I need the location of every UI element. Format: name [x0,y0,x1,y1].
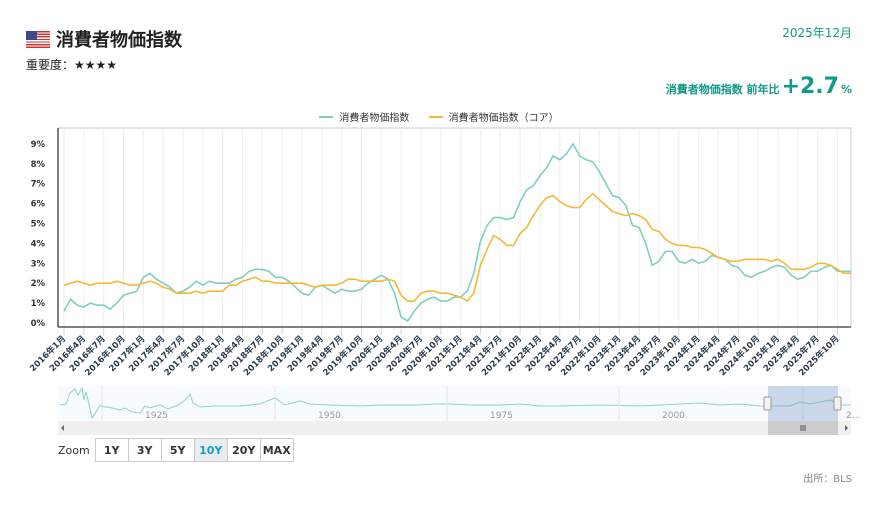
navigator-handle-left[interactable] [763,396,772,411]
y-tick-label: 6% [31,200,46,210]
y-tick-label: 1% [31,299,46,309]
source-note: 出所：BLS [803,474,852,485]
y-tick-label: 0% [31,319,46,329]
zoom-10y-button[interactable]: 10Y [193,438,228,462]
headline-unit: % [840,83,852,96]
line-chart: 2016年1月2016年4月2016年7月2016年10月2017年1月2017… [27,127,860,435]
zoom-1y-button[interactable]: 1Y [94,438,129,462]
importance-label: 重要度： [26,58,75,72]
headline-number: +2.7 [781,74,839,99]
chart-legend: 消費者物価指数 消費者物価指数（コア） [0,109,878,124]
page-title: 消費者物価指数 [26,26,182,52]
y-tick-label: 5% [31,220,46,230]
navigator-handle-right[interactable] [833,396,842,411]
scrollbar-track[interactable] [58,421,851,435]
headline-value: 消費者物価指数 前年比 +2.7 % [666,74,852,99]
navigator-label: 2... [846,411,860,421]
headline-label: 消費者物価指数 前年比 [665,83,780,96]
navigator: 1925 1950 1975 2000 2... [58,386,860,435]
scroll-left-icon [61,425,64,431]
zoom-max-button[interactable]: MAX [259,438,294,462]
legend-item-core[interactable]: 消費者物価指数（コア） [428,109,559,124]
navigator-label: 1950 [318,411,341,421]
scroll-right-icon [845,425,848,431]
navigator-bg [58,386,851,421]
navigator-label: 1975 [490,411,513,421]
importance: 重要度：★★★★ [26,56,117,73]
grip-icon [800,425,806,431]
navigator-label: 2000 [662,411,685,421]
zoom-label: Zoom [58,443,90,457]
navigator-label: 1925 [145,411,168,421]
us-flag-icon [26,30,50,48]
zoom-3y-button[interactable]: 3Y [127,438,162,462]
y-tick-label: 4% [31,239,46,249]
series-line-core [63,192,851,303]
y-tick-label: 2% [31,279,46,289]
title-text: 消費者物価指数 [56,30,182,51]
y-tick-label: 8% [31,160,46,170]
zoom-5y-button[interactable]: 5Y [160,438,195,462]
y-tick-label: 7% [31,180,46,190]
y-tick-label: 3% [31,259,46,269]
legend-item-cpi[interactable]: 消費者物価指数 [319,109,409,124]
release-date: 2025年12月 [782,26,852,40]
navigator-selection [768,386,838,421]
star-icons: ★★★★ [74,58,118,72]
navigator-series [59,386,851,420]
zoom-20y-button[interactable]: 20Y [226,438,261,462]
y-tick-label: 9% [31,140,46,150]
zoom-selector: Zoom 1Y 3Y 5Y 10Y 20Y MAX [58,438,294,462]
